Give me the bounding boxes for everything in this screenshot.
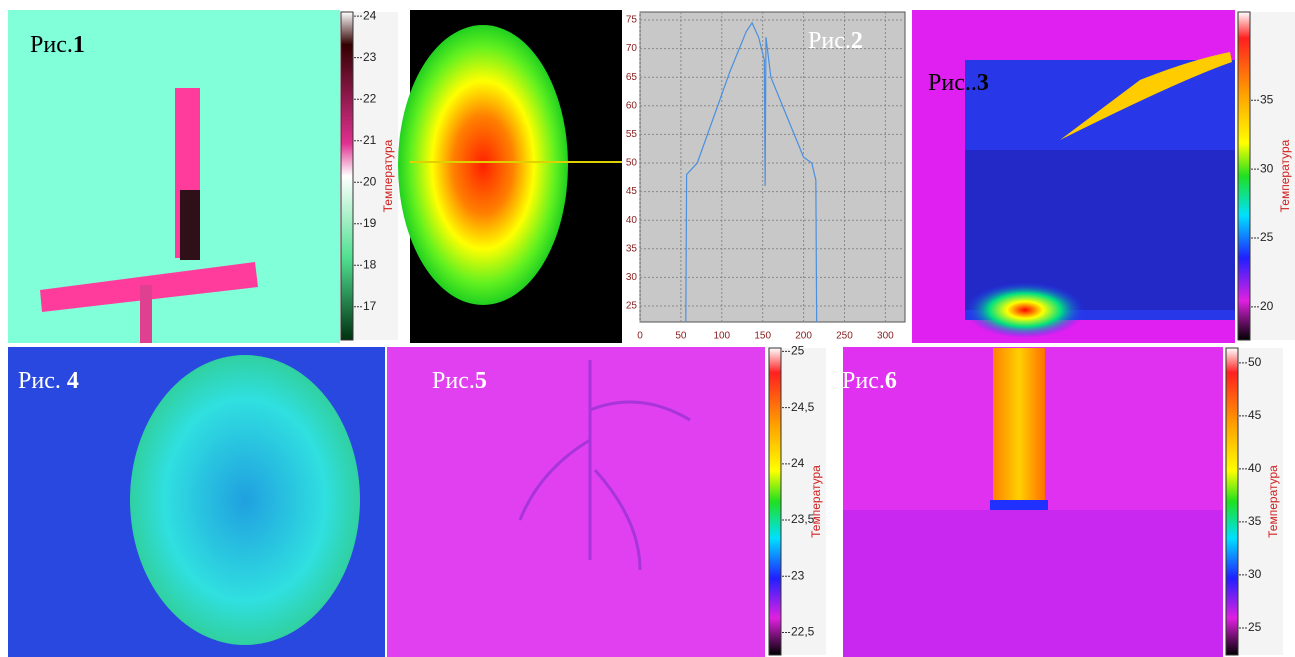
- colorbar-tick-label: 50: [1248, 355, 1262, 369]
- colorbar-tick-label: 25: [1248, 620, 1262, 634]
- object: [990, 500, 1048, 510]
- colorbar: [1238, 12, 1250, 340]
- hotspot: [398, 25, 568, 305]
- label-prefix: Рис.: [842, 368, 885, 394]
- label-number: 5: [475, 368, 487, 394]
- x-tick-label: 100: [713, 331, 730, 342]
- colorbar-tick-label: 20: [363, 174, 377, 188]
- y-tick-label: 50: [626, 158, 638, 169]
- hotspot: [130, 355, 360, 645]
- x-tick-label: 150: [754, 331, 771, 342]
- label-number: 3: [977, 70, 989, 96]
- y-tick-label: 55: [626, 129, 638, 140]
- hotspot: [965, 282, 1085, 338]
- panel-label: Рис.1: [30, 32, 85, 58]
- panel-label: Рис.6: [842, 368, 897, 394]
- label-prefix: Рис..: [928, 70, 977, 96]
- colorbar-tick-label: 20: [1260, 299, 1274, 313]
- x-tick-label: 0: [637, 331, 643, 342]
- colorbar-tick-label: 23: [363, 50, 377, 64]
- object: [140, 285, 152, 343]
- label-prefix: Рис.: [18, 368, 61, 394]
- object: [993, 348, 1045, 508]
- colorbar-tick-label: 17: [363, 299, 377, 313]
- colorbar-tick-label: 24,5: [791, 400, 815, 414]
- colorbar: [769, 348, 781, 655]
- x-tick-label: 200: [795, 331, 812, 342]
- label-number: 2: [851, 28, 863, 54]
- x-tick-label: 250: [836, 331, 853, 342]
- colorbar-label: Температура: [381, 139, 395, 212]
- colorbar-tick-label: 24: [363, 8, 377, 22]
- surface: [843, 510, 1223, 657]
- colorbar-tick-label: 45: [1248, 408, 1262, 422]
- colorbar-label: Температура: [809, 465, 823, 538]
- x-tick-label: 50: [675, 331, 687, 342]
- colorbar-label: Температура: [1278, 139, 1292, 212]
- y-tick-label: 40: [626, 215, 638, 226]
- colorbar-tick-label: 19: [363, 216, 377, 230]
- y-tick-label: 75: [626, 15, 638, 26]
- colorbar-tick-label: 40: [1248, 461, 1262, 475]
- colorbar-tick-label: 21: [363, 133, 377, 147]
- colorbar-tick-label: 24: [791, 456, 805, 470]
- label-number: 1: [73, 32, 85, 58]
- label-number: 4: [67, 368, 79, 394]
- y-tick-label: 25: [626, 301, 638, 312]
- colorbar-tick-label: 30: [1248, 567, 1262, 581]
- panel-label: Рис.5: [432, 368, 487, 394]
- plot-area: [640, 12, 905, 322]
- colorbar-tick-label: 22: [363, 91, 377, 105]
- colorbar-label: Температура: [1266, 465, 1280, 538]
- colorbar-tick-label: 25: [791, 344, 805, 358]
- label-number: 6: [885, 368, 897, 394]
- y-tick-label: 35: [626, 243, 638, 254]
- label-prefix: Рис.: [30, 32, 73, 58]
- panel-label: Рис.2: [808, 28, 863, 54]
- y-tick-label: 60: [626, 100, 638, 111]
- panel-label: Рис..3: [928, 70, 989, 96]
- label-prefix: Рис.: [432, 368, 475, 394]
- x-tick-label: 300: [877, 331, 894, 342]
- colorbar-tick-label: 35: [1260, 92, 1274, 106]
- colorbar-tick-label: 23: [791, 568, 805, 582]
- colorbar-tick-label: 30: [1260, 161, 1274, 175]
- colorbar: [341, 12, 353, 340]
- label-prefix: Рис.: [808, 28, 851, 54]
- colorbar-tick-label: 18: [363, 257, 377, 271]
- y-tick-label: 30: [626, 272, 638, 283]
- y-tick-label: 45: [626, 186, 638, 197]
- collage: 2530354045505560657075050100150200250300…: [0, 0, 1295, 657]
- y-tick-label: 65: [626, 72, 638, 83]
- colorbar-tick-label: 35: [1248, 514, 1262, 528]
- colorbar: [1226, 348, 1238, 655]
- y-tick-label: 70: [626, 43, 638, 54]
- colorbar-tick-label: 25: [1260, 230, 1274, 244]
- colorbar-tick-label: 22,5: [791, 625, 815, 639]
- panel-label: Рис.4: [18, 368, 79, 394]
- object: [180, 190, 200, 260]
